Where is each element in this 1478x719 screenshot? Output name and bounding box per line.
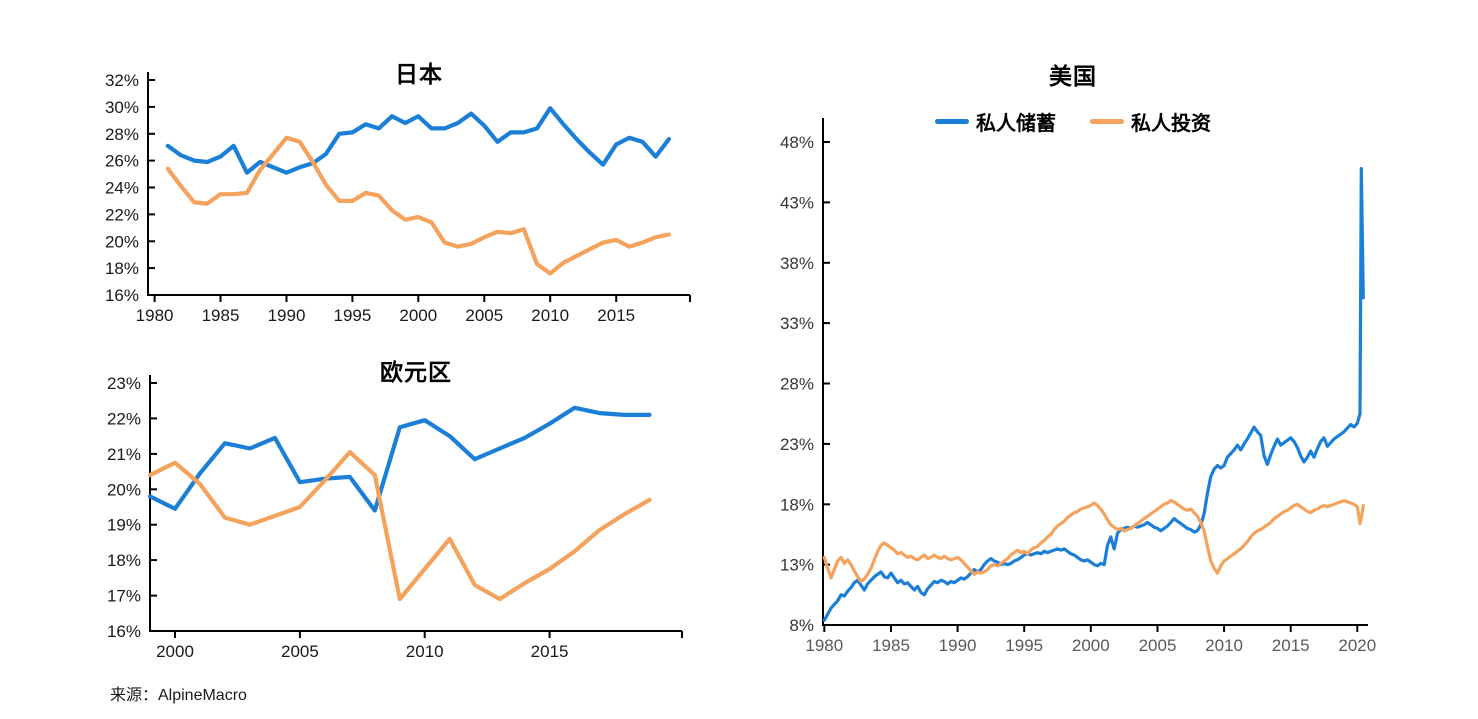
y-tick-label: 24% [105,178,139,197]
legend-label-private-investment: 私人投资 [1131,113,1211,135]
x-tick-label: 1995 [333,306,371,325]
x-tick-label: 1985 [202,306,240,325]
legend-item-private-investment: 私人投资 [1090,107,1211,136]
x-tick-label: 2010 [406,642,444,661]
y-tick-label: 38% [780,254,814,273]
series-line-investment [147,449,652,602]
x-tick-label: 2000 [399,306,437,325]
y-tick-label: 16% [105,286,139,305]
y-tick-label: 18% [107,551,141,570]
x-tick-label: 1980 [136,306,174,325]
x-tick-label: 2015 [597,306,635,325]
y-tick-label: 30% [105,98,139,117]
us-legend: 私人储蓄 私人投资 [823,107,1323,136]
y-tick-label: 17% [107,587,141,606]
x-tick-label: 1995 [1005,636,1043,655]
y-tick-label: 22% [105,205,139,224]
series-line-investment [822,499,1365,584]
x-tick-label: 2000 [1072,636,1110,655]
y-tick-label: 18% [105,259,139,278]
us-chart-title: 美国 [1049,63,1097,89]
y-tick-label: 43% [780,193,814,212]
x-tick-label: 1980 [805,636,843,655]
x-tick-label: 2010 [531,306,569,325]
y-tick-label: 28% [105,125,139,144]
y-tick-label: 16% [107,622,141,641]
y-tick-label: 22% [107,409,141,428]
y-tick-label: 32% [105,71,139,90]
legend-line-investment-swatch [1090,119,1124,124]
y-tick-label: 19% [107,516,141,535]
japan-chart: 日本 32% 30% 28% 26% 24% 22% 20% 18% 16% 1980 1985 19… [100,40,700,340]
legend-label-private-savings: 私人储蓄 [976,113,1056,135]
series-line-savings [165,106,672,175]
y-tick-label: 20% [107,480,141,499]
japan-chart-title: 日本 [395,61,443,87]
x-tick-label: 2015 [531,642,569,661]
y-tick-label: 26% [105,152,139,171]
y-tick-label: 18% [780,495,814,514]
x-tick-label: 2005 [281,642,319,661]
eurozone-chart: 欧元区 23% 22% 21% 20% 19% 18% 17% 16% 2000 2005 2010… [100,345,700,675]
y-tick-label: 23% [107,374,141,393]
x-tick-label: 2010 [1205,636,1243,655]
us-chart: 美国 私人储蓄 私人投资 48% 43% 38% 33% 28% 23% 18% 13% 8% 1… [740,45,1450,695]
japan-plot-area: 32% 30% 28% 26% 24% 22% 20% 18% 16%1980 1985 1990 1… [105,71,691,325]
x-tick-label: 1985 [872,636,910,655]
x-tick-label: 1990 [939,636,977,655]
x-tick-label: 2005 [465,306,503,325]
us-plot-area: 48% 43% 38% 33% 28% 23% 18% 13% 8%1980 1985 1990 19… [780,118,1376,655]
y-tick-label: 8% [789,616,814,635]
axis-lines [822,118,1368,626]
x-tick-label: 1990 [268,306,306,325]
eurozone-chart-title: 欧元区 [380,359,452,385]
eurozone-plot-area: 23% 22% 21% 20% 19% 18% 17% 16% 2000 2005 2010 2015 [107,374,683,661]
y-tick-label: 48% [780,133,814,152]
x-tick-label: 2000 [156,642,194,661]
series-line-savings [822,166,1365,622]
y-tick-label: 21% [107,445,141,464]
legend-item-private-savings: 私人储蓄 [935,107,1056,136]
y-tick-label: 28% [780,374,814,393]
x-tick-label: 2020 [1338,636,1376,655]
y-tick-label: 20% [105,232,139,251]
series-line-savings [147,405,652,513]
y-tick-label: 23% [780,435,814,454]
series-line-investment [165,135,672,276]
x-tick-label: 2015 [1272,636,1310,655]
source-note: 来源：AlpineMacro [110,687,247,704]
axis-lines [147,72,690,296]
y-tick-label: 33% [780,314,814,333]
y-tick-label: 13% [780,556,814,575]
x-tick-label: 2005 [1139,636,1177,655]
legend-line-savings-swatch [935,119,969,124]
